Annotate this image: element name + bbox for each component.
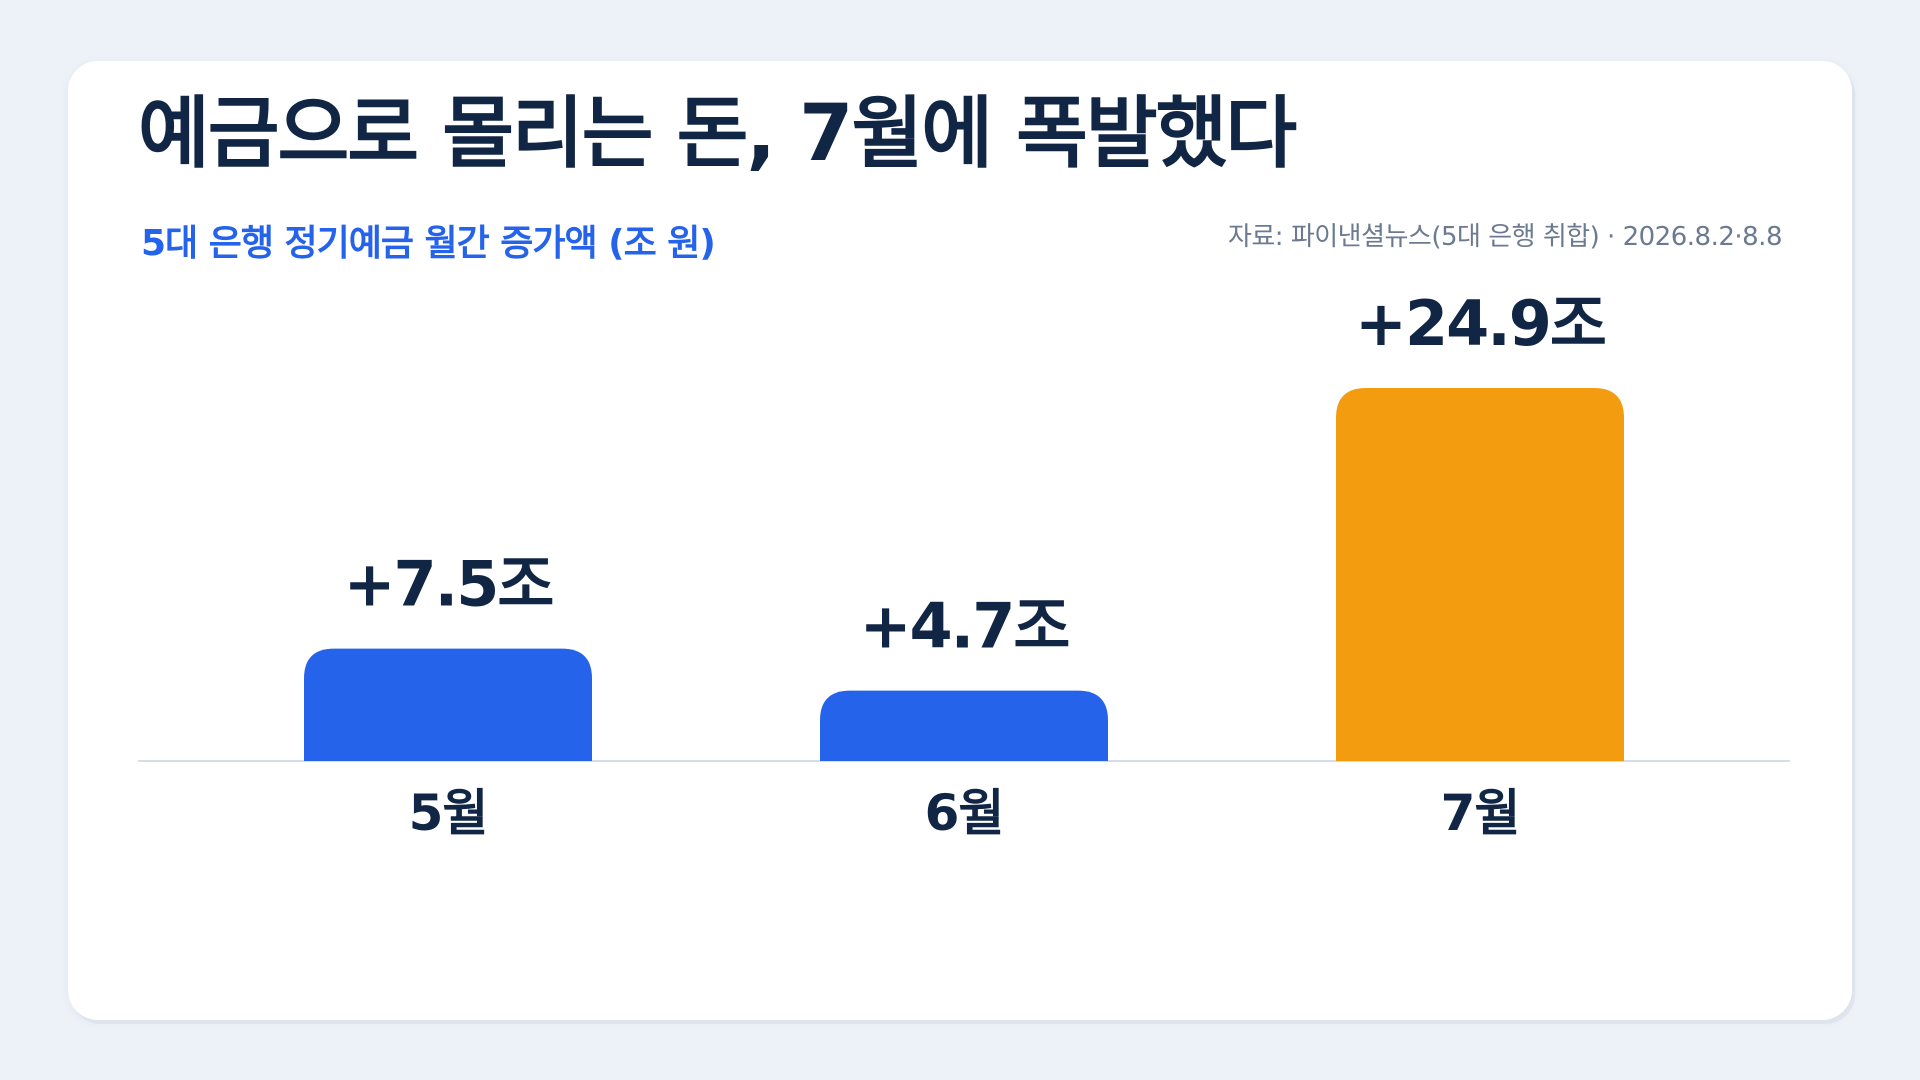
category-label-1: 5월: [409, 784, 488, 842]
value-label-2: +4.7조: [860, 590, 1069, 663]
bar-3: [1336, 388, 1624, 761]
source-note: 자료: 파이낸셜뉴스(5대 은행 취합) · 2026.8.2·8.8: [1227, 222, 1783, 252]
bar-2: [820, 690, 1108, 761]
category-label-2: 6월: [925, 784, 1004, 842]
chart-title: 예금으로 몰리는 돈, 7월에 폭발했다: [138, 89, 1297, 179]
category-label-3: 7월: [1441, 784, 1520, 842]
chart-subtitle: 5대 은행 정기예금 월간 증가액 (조 원): [141, 223, 716, 264]
bar-1: [304, 648, 592, 761]
value-label-3: +24.9조: [1355, 287, 1605, 360]
value-label-1: +7.5조: [344, 548, 553, 621]
